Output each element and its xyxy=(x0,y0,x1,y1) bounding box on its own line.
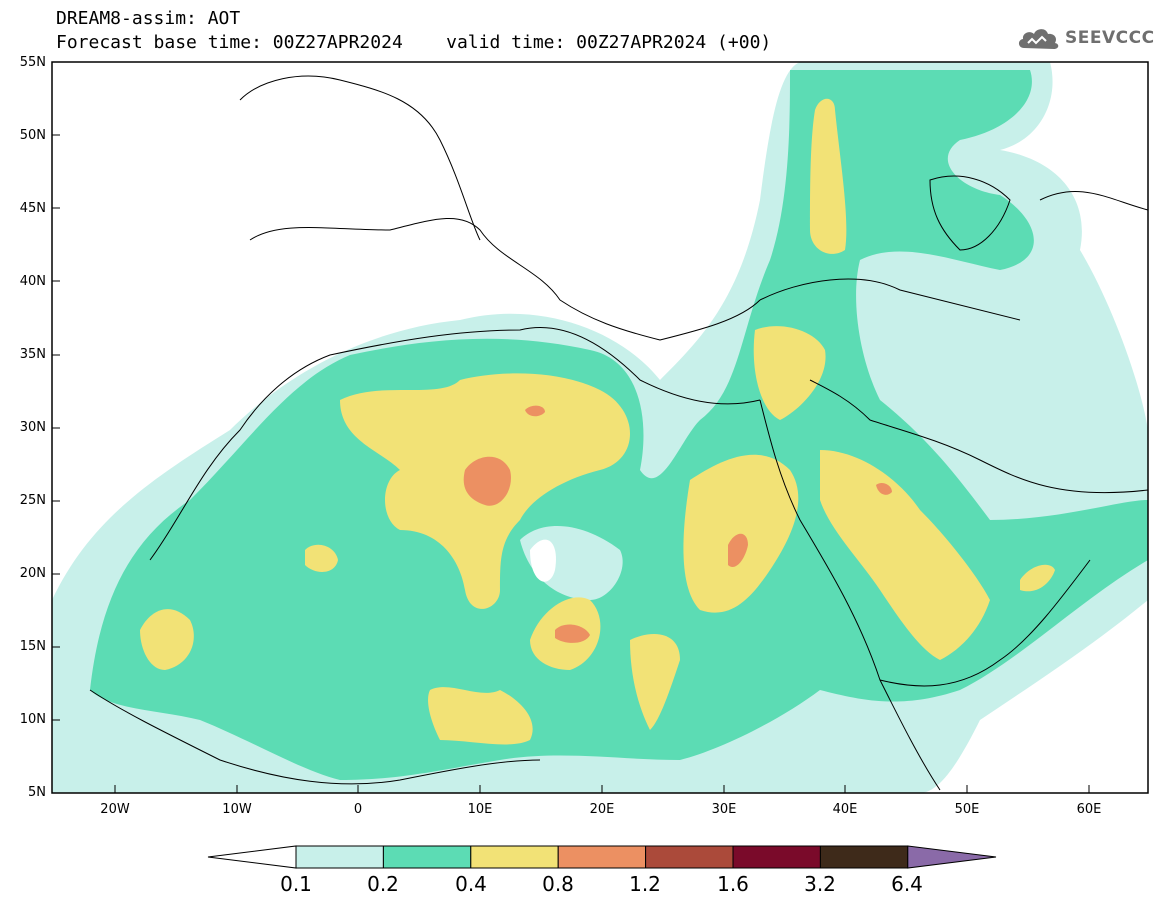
aot-band-0.8-chad xyxy=(555,624,590,643)
lon-label: 10E xyxy=(467,802,493,817)
aot-band-0.4-oman xyxy=(1020,564,1055,592)
colorbar-label: 0.8 xyxy=(542,872,574,896)
colorbar-label: 0.2 xyxy=(367,872,399,896)
cloud-icon xyxy=(1018,29,1059,49)
lon-label: 0 xyxy=(353,802,363,817)
aot-gap-chad-white xyxy=(530,539,556,582)
aot-band-0.4-egypt xyxy=(683,454,799,613)
seevccc-logo: SEEVCCC xyxy=(1016,24,1155,52)
lat-label: 5N xyxy=(28,785,46,800)
lat-label: 25N xyxy=(19,493,46,508)
aot-band-0.4-ukraine xyxy=(810,98,847,254)
aot-band-0.8-tunisia xyxy=(525,405,545,417)
colorbar-label: 0.4 xyxy=(455,872,487,896)
lon-label: 40E xyxy=(832,802,858,817)
lat-label: 40N xyxy=(19,274,46,289)
aot-band-0.8-egypt xyxy=(728,533,748,568)
aot-contours xyxy=(52,62,1148,793)
aot-band-0.4-levant xyxy=(753,326,826,420)
lon-label: 20W xyxy=(100,802,130,817)
lat-label: 10N xyxy=(19,712,46,727)
colorbar-label: 1.2 xyxy=(629,872,661,896)
lon-label: 60E xyxy=(1076,802,1102,817)
colorbar-label: 0.1 xyxy=(280,872,312,896)
aot-band-0.4-sudan xyxy=(630,634,680,730)
aot-band-0.4-mali xyxy=(305,544,338,572)
map-title: DREAM8-assim: AOT xyxy=(56,8,241,29)
aot-band-0.4-sahel2 xyxy=(428,687,533,745)
lat-label: 45N xyxy=(19,201,46,216)
lon-label: 20E xyxy=(589,802,615,817)
map-ticks xyxy=(52,61,1090,793)
lon-label: 50E xyxy=(954,802,980,817)
aot-band-0.4-senegal xyxy=(140,609,194,670)
lat-label: 50N xyxy=(19,128,46,143)
aot-band-0.4-arabia xyxy=(820,450,990,660)
colorbar-label: 6.4 xyxy=(891,872,923,896)
lon-label: 10W xyxy=(222,802,252,817)
colorbar-label: 1.6 xyxy=(717,872,749,896)
lat-label: 30N xyxy=(19,420,46,435)
lon-label: 30E xyxy=(711,802,737,817)
lat-label: 55N xyxy=(19,55,46,70)
coastlines xyxy=(89,75,1149,791)
lat-label: 35N xyxy=(19,347,46,362)
lat-label: 15N xyxy=(19,639,46,654)
colorbar-label: 3.2 xyxy=(804,872,836,896)
aot-band-0.8-arabia xyxy=(876,482,892,495)
lat-label: 20N xyxy=(19,566,46,581)
forecast-times: Forecast base time: 00Z27APR2024 valid t… xyxy=(56,32,772,53)
aot-band-0.8-libya xyxy=(463,456,511,506)
logo-text: SEEVCCC xyxy=(1065,28,1155,48)
